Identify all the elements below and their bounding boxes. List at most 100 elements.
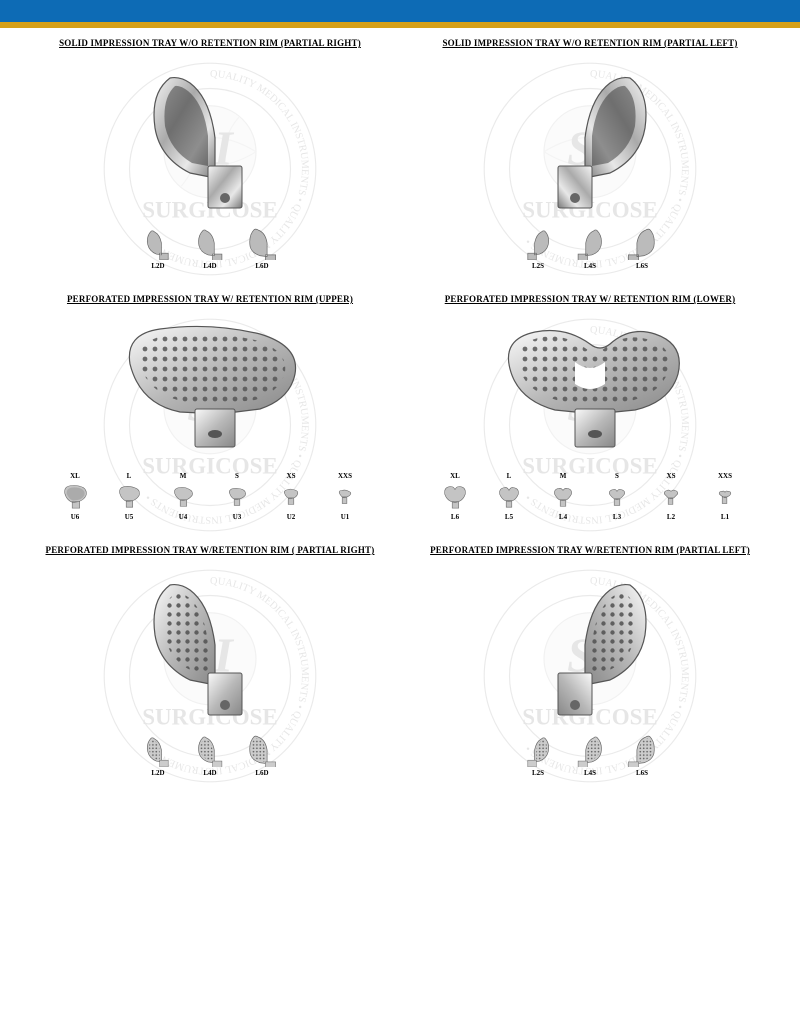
size-top: L [507, 472, 512, 480]
size-thumb-icon [169, 481, 197, 511]
size-item: L4S [567, 733, 613, 777]
size-code: L6D [255, 262, 268, 270]
catalog-row: SOLID IMPRESSION TRAY W/O RETENTION RIM … [30, 38, 770, 270]
size-thumb-icon [549, 481, 577, 511]
size-item: L6S [619, 226, 665, 270]
panel-title: PERFORATED IMPRESSION TRAY W/RETENTION R… [430, 545, 750, 555]
size-thumb-icon [115, 481, 143, 511]
size-item: L6D [239, 733, 285, 777]
panel-title: PERFORATED IMPRESSION TRAY W/ RETENTION … [67, 294, 353, 304]
product-panel: SOLID IMPRESSION TRAY W/O RETENTION RIM … [30, 38, 390, 270]
size-top: XS [287, 472, 296, 480]
product-image [120, 565, 300, 725]
size-row: L2S L4S L6S [515, 733, 665, 777]
size-top: M [560, 472, 567, 480]
size-item: XLL6 [431, 472, 479, 521]
size-item: L2S [515, 226, 561, 270]
size-row: L2D L4D L6D [135, 226, 285, 270]
size-code: L4S [584, 769, 596, 777]
size-item: M U4 [159, 472, 207, 521]
size-thumb-icon [625, 733, 659, 767]
size-code: L6S [636, 769, 648, 777]
size-item: S U3 [213, 472, 261, 521]
blue-band [0, 0, 800, 22]
size-thumb-icon [141, 733, 175, 767]
size-thumb-icon [245, 226, 279, 260]
product-image [100, 314, 320, 464]
size-item: L4D [187, 733, 233, 777]
size-code: U1 [341, 513, 350, 521]
size-item: XS U2 [267, 472, 315, 521]
header-band [0, 0, 800, 28]
size-top: S [615, 472, 619, 480]
product-panel: PERFORATED IMPRESSION TRAY W/RETENTION R… [30, 545, 390, 777]
size-code: U2 [287, 513, 296, 521]
size-row: L2D L4D L6D [135, 733, 285, 777]
size-top: M [180, 472, 187, 480]
size-thumb-icon [521, 226, 555, 260]
size-thumb-icon [141, 226, 175, 260]
size-thumb-icon [495, 481, 523, 511]
size-item: L6D [239, 226, 285, 270]
size-thumb-icon [223, 481, 251, 511]
size-code: L6 [451, 513, 459, 521]
size-item: L4D [187, 226, 233, 270]
size-thumb-icon [711, 481, 739, 511]
size-thumb-icon [277, 481, 305, 511]
size-item: M L4 [539, 472, 587, 521]
size-code: U5 [125, 513, 134, 521]
size-code: L6D [255, 769, 268, 777]
product-image [480, 314, 700, 464]
size-thumb-icon [573, 733, 607, 767]
size-top: XXS [718, 472, 732, 480]
product-panel: PERFORATED IMPRESSION TRAY W/ RETENTION … [30, 294, 390, 521]
size-item: L4S [567, 226, 613, 270]
size-code: L4D [203, 262, 216, 270]
size-item: XXS L1 [701, 472, 749, 521]
product-panel: PERFORATED IMPRESSION TRAY W/RETENTION R… [410, 545, 770, 777]
size-item: L2D [135, 733, 181, 777]
size-code: U6 [71, 513, 80, 521]
size-top: XL [70, 472, 80, 480]
size-top: L [127, 472, 132, 480]
size-code: L6S [636, 262, 648, 270]
size-row: L2S L4S L6S [515, 226, 665, 270]
panel-title: SOLID IMPRESSION TRAY W/O RETENTION RIM … [442, 38, 737, 48]
size-code: L1 [721, 513, 729, 521]
product-panel: PERFORATED IMPRESSION TRAY W/ RETENTION … [410, 294, 770, 521]
size-code: L2S [532, 262, 544, 270]
size-item: XXSU1 [321, 472, 369, 521]
product-image [500, 565, 680, 725]
size-thumb-icon [625, 226, 659, 260]
size-code: L2S [532, 769, 544, 777]
size-code: L4 [559, 513, 567, 521]
catalog-content: SOLID IMPRESSION TRAY W/O RETENTION RIM … [0, 28, 800, 811]
product-image [120, 58, 300, 218]
catalog-row: PERFORATED IMPRESSION TRAY W/RETENTION R… [30, 545, 770, 777]
catalog-row: PERFORATED IMPRESSION TRAY W/ RETENTION … [30, 294, 770, 521]
size-code: L2D [151, 769, 164, 777]
size-thumb-icon [603, 481, 631, 511]
size-code: L2D [151, 262, 164, 270]
size-thumb-icon [441, 481, 469, 511]
size-code: L3 [613, 513, 621, 521]
panel-title: PERFORATED IMPRESSION TRAY W/RETENTION R… [46, 545, 375, 555]
size-item: LL5 [485, 472, 533, 521]
size-thumb-icon [521, 733, 555, 767]
size-item: L U5 [105, 472, 153, 521]
size-item: L6S [619, 733, 665, 777]
size-item: L2S [515, 733, 561, 777]
size-row: XLL6 LL5 ML4 SL3 XSL2 XXSL1 [431, 472, 749, 521]
size-top: S [235, 472, 239, 480]
product-image [500, 58, 680, 218]
size-code: L4S [584, 262, 596, 270]
size-code: L2 [667, 513, 675, 521]
size-code: U4 [179, 513, 188, 521]
size-code: U3 [233, 513, 242, 521]
size-thumb-icon [193, 733, 227, 767]
size-thumb-icon [245, 733, 279, 767]
size-thumb-icon [193, 226, 227, 260]
size-item: S L3 [593, 472, 641, 521]
size-thumb-icon [573, 226, 607, 260]
product-panel: SOLID IMPRESSION TRAY W/O RETENTION RIM … [410, 38, 770, 270]
